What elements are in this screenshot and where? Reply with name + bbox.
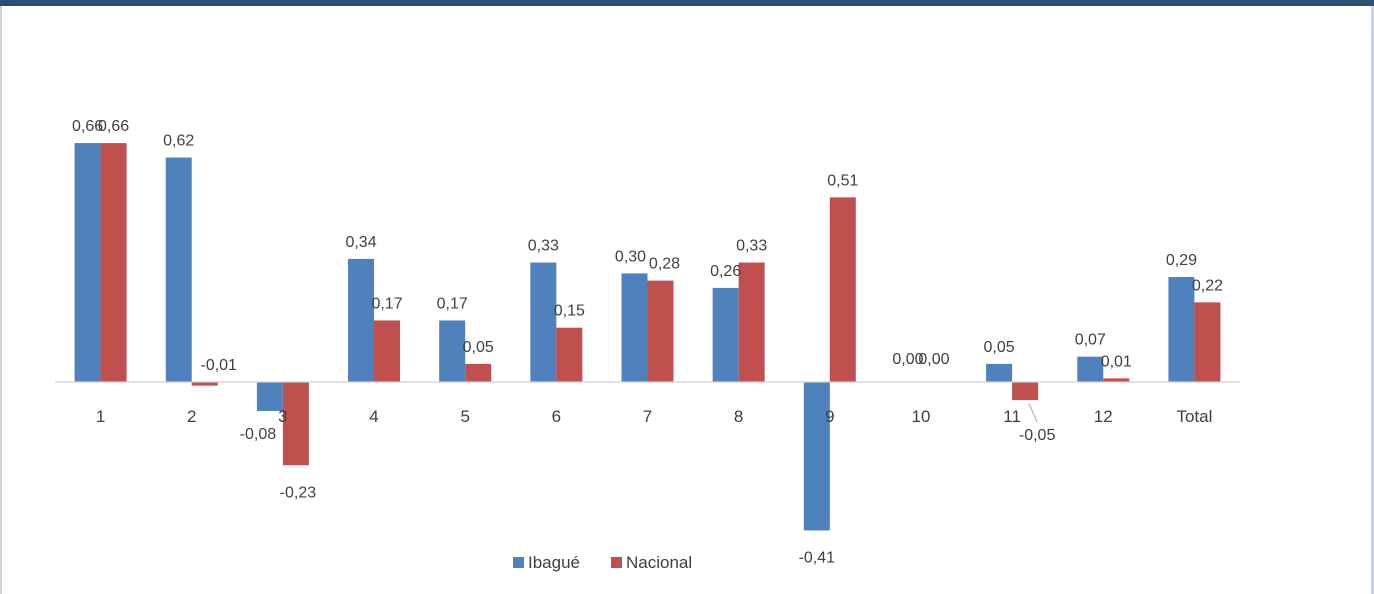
data-label-nacional-8: 0,33	[736, 238, 767, 255]
x-tick-label-2: 2	[187, 407, 196, 426]
bar-ibagu--12	[1077, 356, 1104, 382]
bar-nacional-8	[738, 262, 765, 382]
data-label-nacional-11: -0,05	[1019, 427, 1056, 444]
legend-label-nacional: Nacional	[626, 553, 692, 572]
data-label-nacional-2: -0,01	[200, 357, 237, 374]
bar-nacional-7	[647, 280, 674, 382]
x-tick-label-10: 10	[912, 407, 931, 426]
legend: Ibagué Nacional	[513, 553, 692, 572]
data-label-nacional-4: 0,17	[371, 295, 402, 312]
x-tick-label-11: 11	[1003, 407, 1021, 426]
bar-ibagu--9	[803, 382, 830, 531]
x-tick-label-1: 1	[96, 407, 105, 426]
data-label-ibagu--1: 0,66	[72, 118, 103, 135]
legend-swatch-nacional	[611, 557, 622, 568]
bar-nacional-5	[465, 363, 492, 382]
bar-ibagu--3	[256, 382, 283, 411]
data-label-ibagu--12: 0,07	[1075, 332, 1106, 349]
bar-ibagu--1	[74, 143, 101, 382]
legend-label-ibague: Ibagué	[528, 553, 580, 572]
bar-ibagu--8	[712, 287, 739, 382]
data-label-ibagu--8: 0,26	[710, 263, 741, 280]
data-label-nacional-3: -0,23	[280, 484, 317, 501]
data-label-nacional-1: 0,66	[98, 118, 129, 135]
data-label-ibagu--4: 0,34	[345, 234, 376, 251]
data-label-ibagu--9: -0,41	[799, 549, 836, 566]
bar-ibagu--7	[621, 273, 648, 382]
data-label-nacional-10: 0,00	[918, 351, 949, 368]
data-labels: 0,660,66 0,62 -0,01 -0,08 -0,23 0,34 0,17 0,17 0…	[72, 118, 1223, 566]
bar-nacional-1	[100, 143, 127, 382]
data-label-nacional-12: 0,01	[1101, 353, 1132, 370]
x-tick-label-4: 4	[369, 407, 378, 426]
bar-nacional-4	[374, 320, 401, 382]
x-tick-label-5: 5	[460, 407, 469, 426]
bar-ibagu--6	[530, 262, 557, 382]
bar-nacional-6	[556, 327, 583, 382]
x-tick-label-total: Total	[1176, 407, 1212, 426]
bar-nacional-2	[191, 382, 218, 386]
data-label-nacional-6: 0,15	[554, 303, 585, 320]
leader-lines	[1028, 403, 1038, 423]
x-tick-label-3: 3	[278, 407, 287, 426]
bar-ibagu--11	[986, 363, 1013, 382]
leader-line-nacional-11	[1028, 403, 1038, 423]
data-label-ibagu--3: -0,08	[240, 426, 277, 443]
bar-marks	[74, 143, 1221, 531]
data-label-ibagu--2: 0,62	[163, 133, 194, 150]
data-label-ibagu--10: 0,00	[892, 351, 923, 368]
bar-nacional-11	[1012, 382, 1039, 401]
x-tick-label-7: 7	[643, 407, 652, 426]
bar-ibagu--4	[348, 258, 375, 382]
bar-ibagu--2	[165, 157, 192, 382]
data-label-nacional-total: 0,22	[1192, 277, 1223, 294]
bar-nacional-3	[282, 382, 309, 466]
data-label-ibagu--11: 0,05	[984, 339, 1015, 356]
data-label-nacional-7: 0,28	[649, 256, 680, 273]
bar-nacional-9	[829, 197, 856, 382]
bar-ibagu--5	[439, 320, 466, 382]
x-tick-label-9: 9	[825, 407, 834, 426]
x-tick-label-12: 12	[1094, 407, 1113, 426]
x-tick-label-8: 8	[734, 407, 743, 426]
data-label-nacional-9: 0,51	[827, 172, 858, 189]
data-label-ibagu--6: 0,33	[528, 238, 559, 255]
data-label-ibagu--total: 0,29	[1166, 252, 1197, 269]
legend-swatch-ibague	[513, 557, 524, 568]
data-label-ibagu--7: 0,30	[615, 248, 646, 265]
bar-nacional-total	[1194, 302, 1221, 382]
x-tick-label-6: 6	[552, 407, 561, 426]
x-axis-tick-labels: 1 2 3 4 5 6 7 8 9 10 11 12 Total	[96, 407, 1213, 426]
bar-nacional-12	[1103, 378, 1130, 382]
header-band	[0, 0, 1374, 6]
data-label-nacional-5: 0,05	[463, 339, 494, 356]
bar-ibagu--total	[1168, 277, 1195, 382]
data-label-ibagu--5: 0,17	[437, 295, 468, 312]
